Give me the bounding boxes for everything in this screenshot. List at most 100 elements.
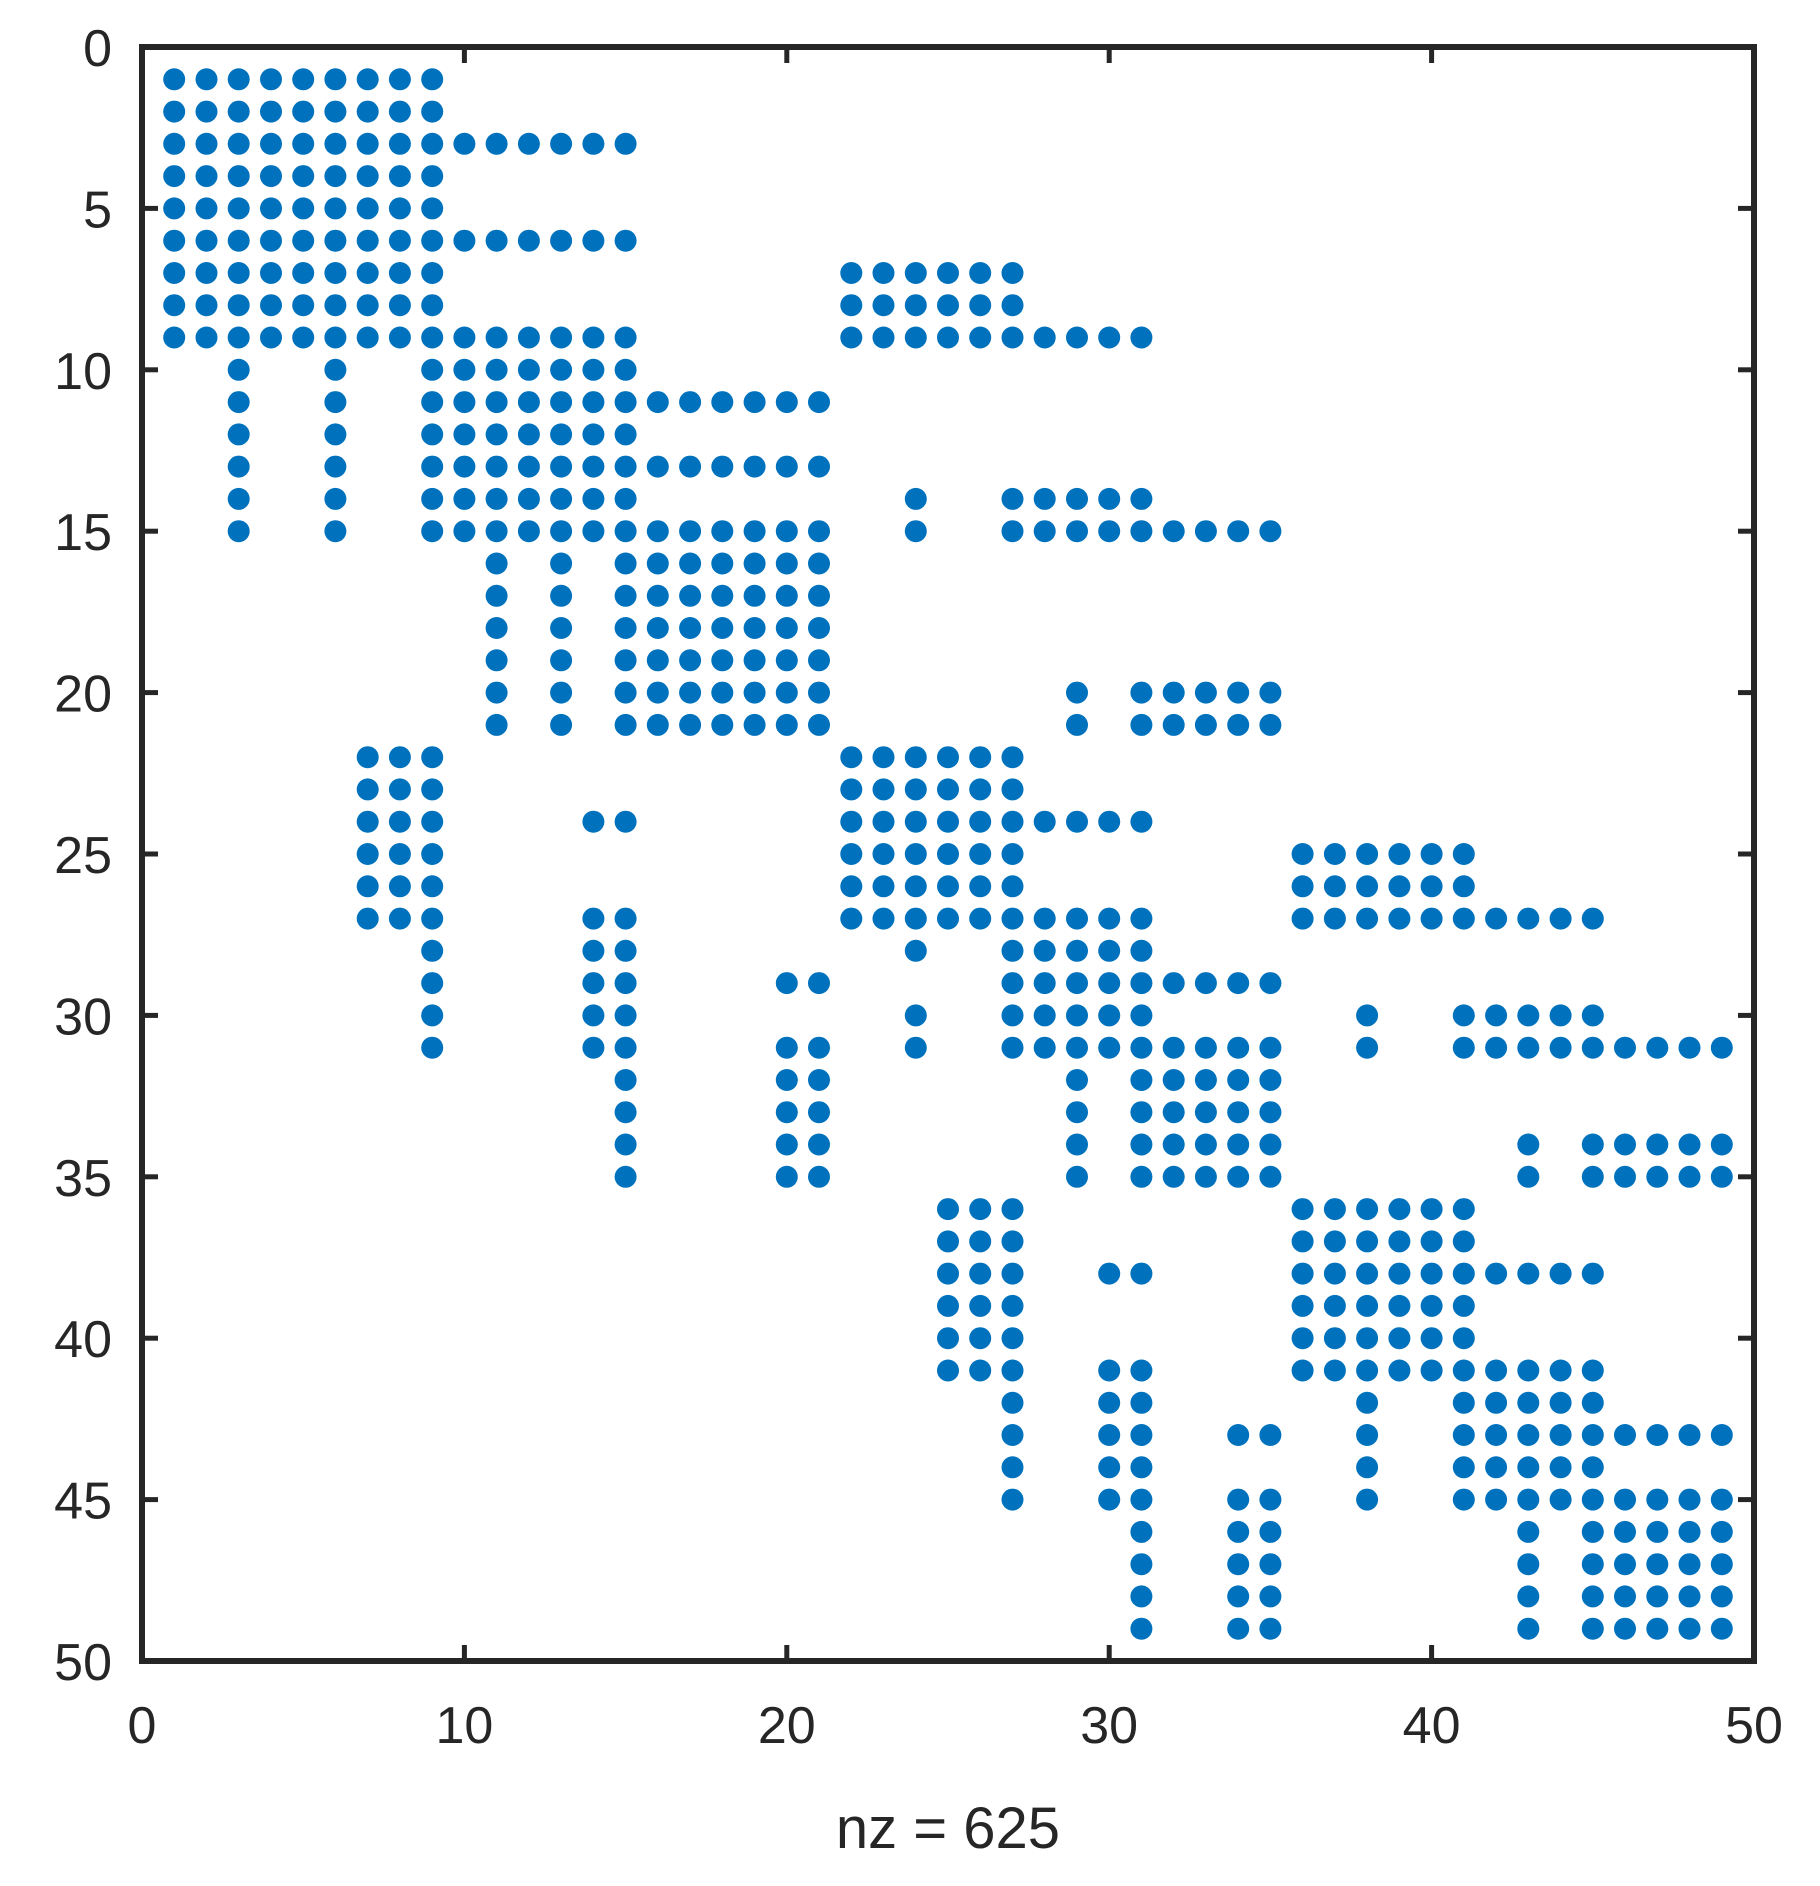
nonzero-marker [421, 262, 444, 284]
nonzero-marker [1323, 1262, 1346, 1285]
nonzero-marker [904, 294, 927, 317]
nonzero-marker [904, 907, 927, 930]
nonzero-marker [1485, 1359, 1508, 1382]
nonzero-marker [195, 326, 218, 349]
nonzero-marker [1227, 1069, 1250, 1091]
nonzero-marker [1549, 1262, 1572, 1285]
nonzero-marker [227, 423, 250, 446]
nonzero-marker [1098, 972, 1121, 995]
nonzero-marker [1130, 972, 1153, 995]
nonzero-marker [550, 391, 573, 414]
nonzero-marker [517, 326, 540, 349]
nonzero-marker [421, 455, 444, 478]
nonzero-marker [1452, 907, 1475, 930]
nonzero-marker [969, 810, 992, 833]
nonzero-marker [1517, 1133, 1540, 1156]
nonzero-marker [1646, 1133, 1669, 1156]
nonzero-marker [1452, 875, 1475, 898]
nonzero-marker [227, 391, 250, 414]
nonzero-marker [421, 746, 444, 769]
nonzero-marker [904, 746, 927, 769]
nonzero-marker [550, 649, 573, 672]
nonzero-marker [614, 1004, 637, 1027]
nonzero-marker [1646, 1617, 1669, 1640]
nonzero-marker [1130, 1617, 1153, 1640]
nonzero-marker [1710, 1617, 1733, 1640]
nonzero-marker [1581, 1359, 1604, 1382]
nonzero-marker [743, 552, 766, 575]
nonzero-marker [1130, 1456, 1153, 1479]
nonzero-marker [1614, 1617, 1636, 1640]
nonzero-marker [421, 132, 444, 155]
nonzero-marker [1066, 681, 1088, 704]
x-tick-label: 20 [758, 1697, 816, 1755]
nonzero-marker [1130, 1520, 1153, 1543]
nonzero-marker [679, 552, 702, 575]
nonzero-marker [614, 326, 637, 349]
nonzero-marker [1452, 1004, 1475, 1027]
nonzero-marker [872, 326, 895, 349]
nonzero-marker [808, 455, 830, 478]
nonzero-marker [1162, 681, 1185, 704]
nonzero-marker [1549, 907, 1572, 930]
nonzero-marker [614, 907, 637, 930]
nonzero-marker [1227, 1520, 1250, 1543]
nonzero-marker [485, 358, 508, 381]
nonzero-marker [1581, 1520, 1604, 1543]
nonzero-marker [1130, 1359, 1153, 1382]
nonzero-marker [1098, 1488, 1121, 1511]
nonzero-marker [646, 713, 669, 736]
nonzero-marker [1259, 1520, 1282, 1543]
nonzero-marker [1646, 1488, 1669, 1511]
nonzero-marker [1549, 1424, 1572, 1446]
nonzero-marker [356, 778, 379, 801]
nonzero-marker [582, 358, 605, 381]
nonzero-marker [1162, 520, 1185, 543]
nonzero-marker [421, 778, 444, 801]
nonzero-marker [1291, 1198, 1314, 1221]
nonzero-marker [163, 262, 186, 284]
nonzero-marker [1130, 907, 1153, 930]
nonzero-marker [1194, 1133, 1217, 1156]
nonzero-marker [1678, 1585, 1701, 1608]
nonzero-marker [1098, 326, 1121, 349]
nonzero-marker [582, 487, 605, 510]
nonzero-marker [1452, 1488, 1475, 1511]
nonzero-marker [1646, 1520, 1669, 1543]
nonzero-marker [356, 68, 379, 91]
nonzero-marker [808, 649, 830, 672]
nonzero-marker [1259, 1424, 1282, 1446]
nonzero-marker [1710, 1585, 1733, 1608]
nonzero-marker [324, 391, 347, 414]
nonzero-marker [1388, 1230, 1411, 1253]
nonzero-marker [1001, 1359, 1024, 1382]
nonzero-marker [1162, 713, 1185, 736]
nonzero-marker [775, 713, 798, 736]
nonzero-marker [1614, 1424, 1636, 1446]
nonzero-marker [1452, 1359, 1475, 1382]
nonzero-marker [646, 617, 669, 639]
nonzero-marker [1259, 713, 1282, 736]
nonzero-marker [421, 1004, 444, 1027]
nonzero-marker [421, 358, 444, 381]
nonzero-marker [808, 1165, 830, 1188]
nonzero-marker [1130, 1004, 1153, 1027]
nonzero-marker [937, 1262, 959, 1285]
nonzero-marker [195, 100, 218, 123]
nonzero-marker [1420, 1230, 1443, 1253]
nonzero-marker [260, 294, 282, 317]
nonzero-marker [969, 1294, 992, 1317]
nonzero-marker [840, 746, 863, 769]
nonzero-marker [1678, 1165, 1701, 1188]
nonzero-marker [1130, 326, 1153, 349]
nonzero-marker [808, 520, 830, 543]
nonzero-marker [614, 1101, 637, 1124]
nonzero-marker [872, 907, 895, 930]
nonzero-marker [969, 1198, 992, 1221]
nonzero-marker [1581, 1585, 1604, 1608]
nonzero-marker [227, 165, 250, 188]
nonzero-marker [1323, 843, 1346, 865]
nonzero-marker [872, 262, 895, 284]
nonzero-marker [872, 746, 895, 769]
nonzero-marker [453, 423, 476, 446]
